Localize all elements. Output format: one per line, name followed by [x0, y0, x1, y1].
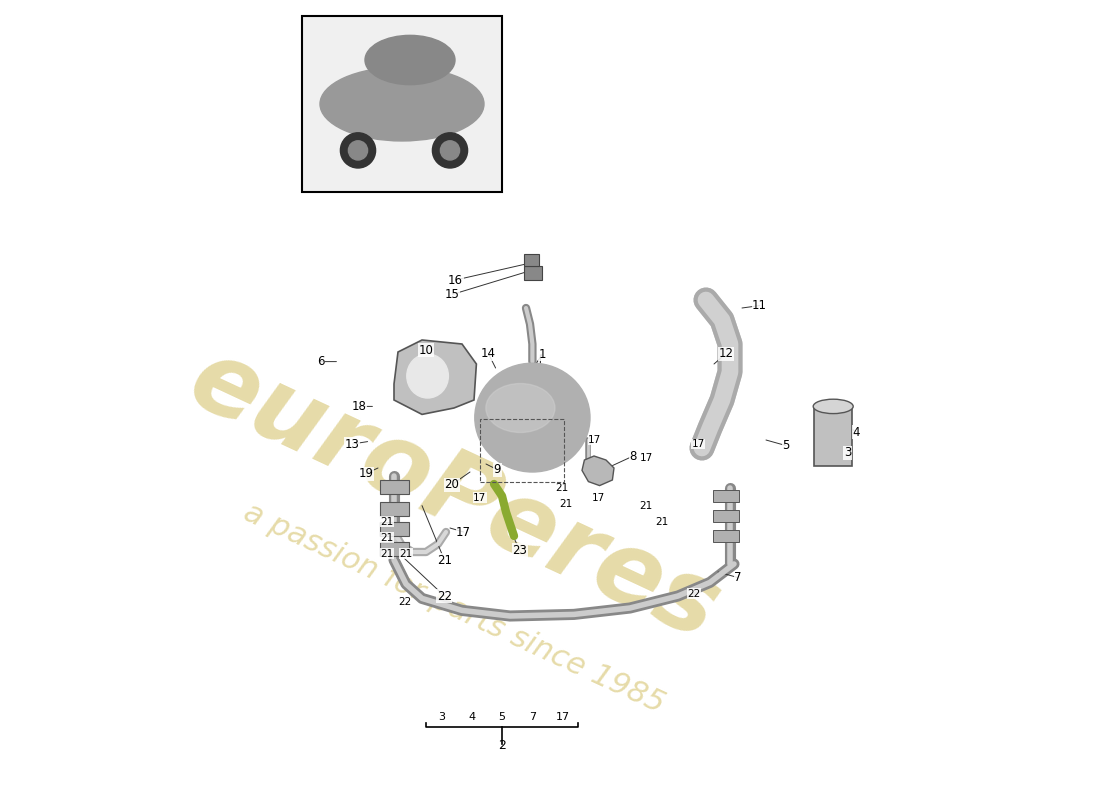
Text: 4: 4	[468, 712, 475, 722]
Circle shape	[440, 141, 460, 160]
Text: 17: 17	[456, 526, 471, 538]
Bar	[302, 16, 502, 192]
Text: 17: 17	[592, 493, 605, 502]
Text: 21: 21	[556, 483, 569, 493]
Bar	[525, 254, 539, 266]
Text: 21: 21	[560, 499, 573, 509]
Text: 8: 8	[629, 450, 637, 462]
Bar	[713, 510, 739, 522]
Polygon shape	[582, 456, 614, 486]
Bar	[713, 530, 739, 542]
Text: 13: 13	[345, 438, 360, 450]
Text: 21: 21	[381, 549, 394, 558]
Bar	[713, 490, 739, 502]
Bar	[381, 542, 409, 556]
Text: 16: 16	[448, 274, 463, 286]
Bar	[481, 419, 564, 482]
Text: 17: 17	[556, 712, 570, 722]
Text: 4: 4	[852, 426, 860, 438]
Ellipse shape	[475, 363, 590, 472]
Ellipse shape	[407, 354, 449, 398]
Polygon shape	[394, 340, 476, 414]
Text: 17: 17	[639, 453, 652, 462]
Text: 9: 9	[494, 463, 501, 476]
Text: 17: 17	[692, 439, 705, 449]
Text: 22: 22	[688, 589, 701, 598]
Text: 10: 10	[419, 344, 433, 357]
Text: 5: 5	[782, 439, 790, 452]
Text: 21: 21	[639, 501, 652, 510]
Text: 17: 17	[473, 493, 486, 502]
Circle shape	[349, 141, 367, 160]
Text: 5: 5	[498, 712, 506, 722]
Text: 3: 3	[438, 712, 444, 722]
Text: 6: 6	[317, 355, 324, 368]
Text: 11: 11	[752, 299, 767, 312]
Text: 15: 15	[446, 288, 460, 301]
Ellipse shape	[813, 399, 854, 414]
Text: 14: 14	[481, 347, 496, 360]
Text: 1: 1	[538, 348, 546, 361]
Bar	[381, 480, 409, 494]
Text: 22: 22	[437, 590, 452, 602]
Text: 20: 20	[444, 478, 459, 491]
Text: 3: 3	[844, 446, 851, 459]
Text: 12: 12	[718, 347, 734, 360]
Text: euroPeres: euroPeres	[174, 331, 734, 661]
Text: 2: 2	[498, 739, 506, 752]
Bar	[381, 502, 409, 516]
Bar	[525, 266, 542, 280]
Text: 21: 21	[399, 549, 412, 558]
Bar	[381, 522, 409, 536]
Text: 7: 7	[735, 571, 741, 584]
Text: 19: 19	[359, 467, 374, 480]
Text: 21: 21	[437, 554, 452, 566]
Ellipse shape	[486, 383, 556, 433]
Ellipse shape	[320, 67, 484, 141]
Text: 18: 18	[351, 400, 366, 413]
Text: 22: 22	[398, 597, 411, 606]
Text: a passion for parts since 1985: a passion for parts since 1985	[239, 498, 669, 718]
Bar	[814, 408, 852, 466]
Text: 7: 7	[529, 712, 536, 722]
Text: 21: 21	[381, 533, 394, 542]
Ellipse shape	[365, 35, 455, 85]
Circle shape	[340, 133, 375, 168]
Text: 17: 17	[588, 435, 602, 445]
Circle shape	[432, 133, 468, 168]
Text: 21: 21	[656, 517, 669, 526]
Text: 21: 21	[381, 517, 394, 526]
Text: 23: 23	[513, 544, 527, 557]
